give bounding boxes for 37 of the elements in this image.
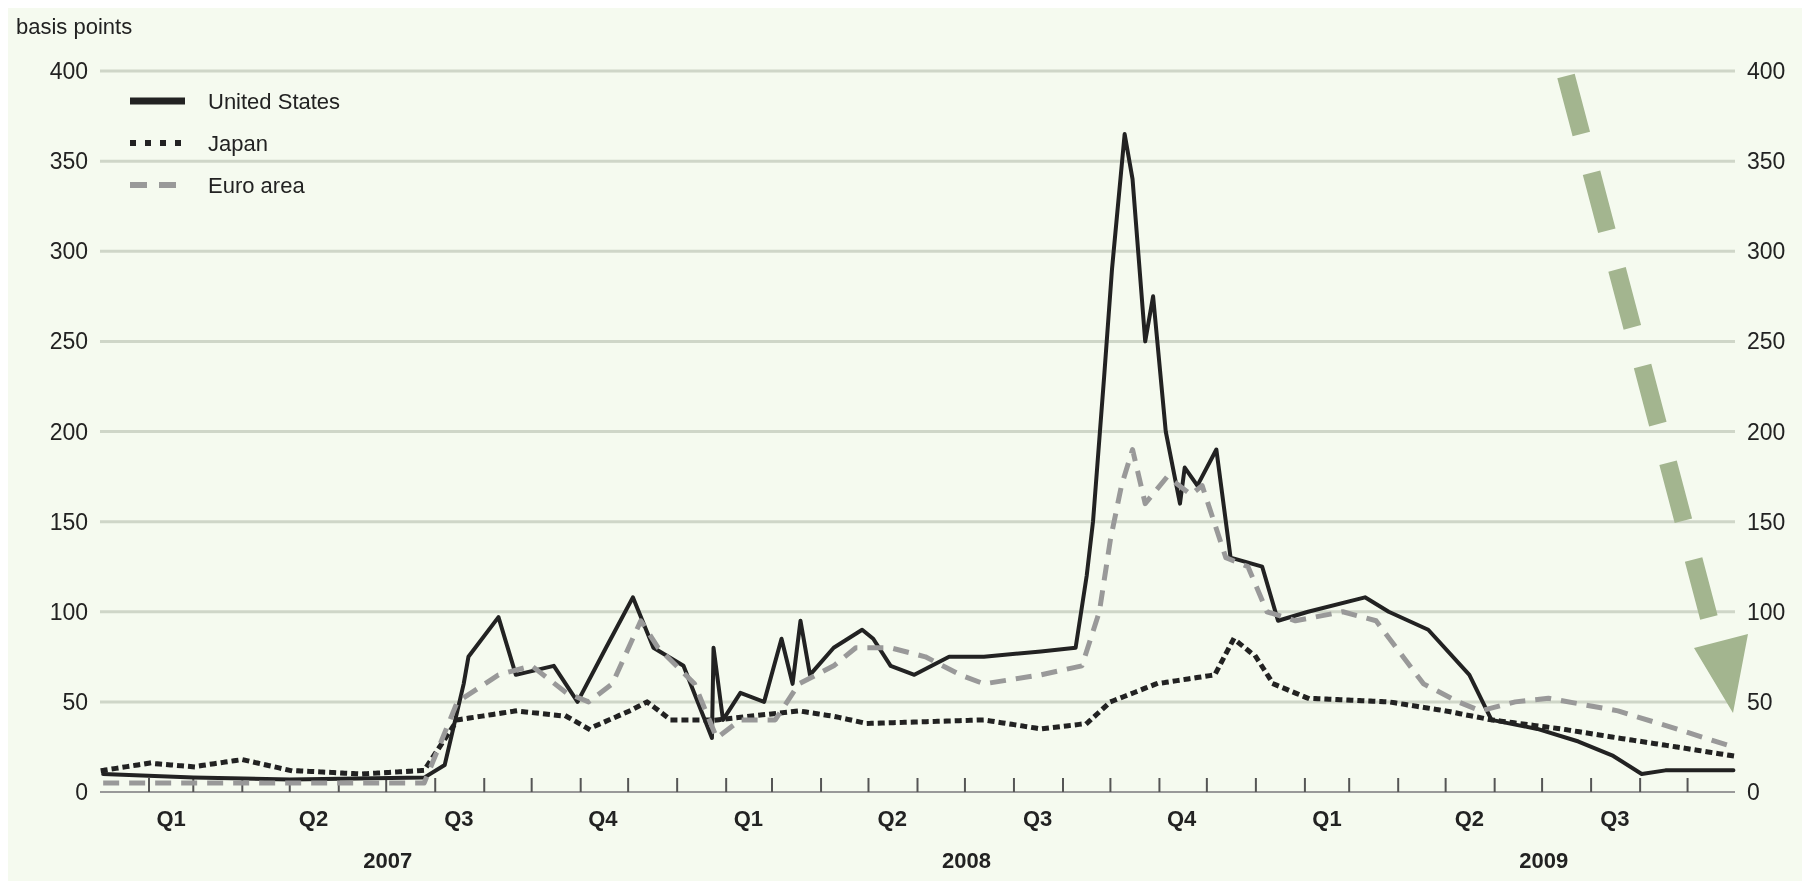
text: 2008 xyxy=(942,848,991,873)
y-tick-label: 150 xyxy=(49,508,88,535)
x-tick-label: Q1 xyxy=(1312,806,1342,831)
line-series xyxy=(101,132,1736,782)
y2-tick-label: 200 xyxy=(1747,418,1786,445)
x-tick-label: Q1 xyxy=(156,806,186,831)
y2-tick-label: 300 xyxy=(1747,238,1786,265)
y2-tick-label: 150 xyxy=(1747,508,1786,535)
x-tick-label: Q3 xyxy=(444,806,474,831)
legend-label: United States xyxy=(208,89,341,114)
y2-tick-label: 400 xyxy=(1747,58,1786,84)
y2-tick-label: 100 xyxy=(1747,598,1786,625)
x-tick-label: Q3 xyxy=(1022,806,1053,831)
x-tick-label: Q3 xyxy=(1600,806,1630,831)
text: 2007 xyxy=(363,848,413,873)
y-axis-title: basis points xyxy=(16,14,133,39)
x-tick-label: Q2 xyxy=(298,806,329,831)
x-tick-label: Q2 xyxy=(877,806,907,831)
y-tick-label: 0 xyxy=(75,779,88,805)
legend-label: Euro area xyxy=(208,173,306,198)
y-tick-label: 100 xyxy=(49,598,88,625)
y-tick-label: 50 xyxy=(62,688,88,715)
y2-tick-label: 350 xyxy=(1747,148,1786,175)
y2-tick-label: 0 xyxy=(1747,779,1760,805)
y2-tick-label: 50 xyxy=(1747,688,1773,715)
x-tick-label: Q2 xyxy=(1454,806,1485,831)
text: 2009 xyxy=(1519,848,1569,873)
y-tick-label: 300 xyxy=(49,238,88,265)
legend-label: Japan xyxy=(208,131,268,156)
y-tick-label: 200 xyxy=(49,418,88,445)
x-tick-label: Q4 xyxy=(1166,806,1197,831)
x-tick-label: Q1 xyxy=(733,806,763,831)
y-tick-label: 350 xyxy=(49,148,88,175)
y2-tick-label: 250 xyxy=(1747,328,1786,355)
y-tick-label: 400 xyxy=(49,58,88,84)
y-tick-label: 250 xyxy=(49,328,88,355)
x-tick-label: Q4 xyxy=(588,806,619,831)
